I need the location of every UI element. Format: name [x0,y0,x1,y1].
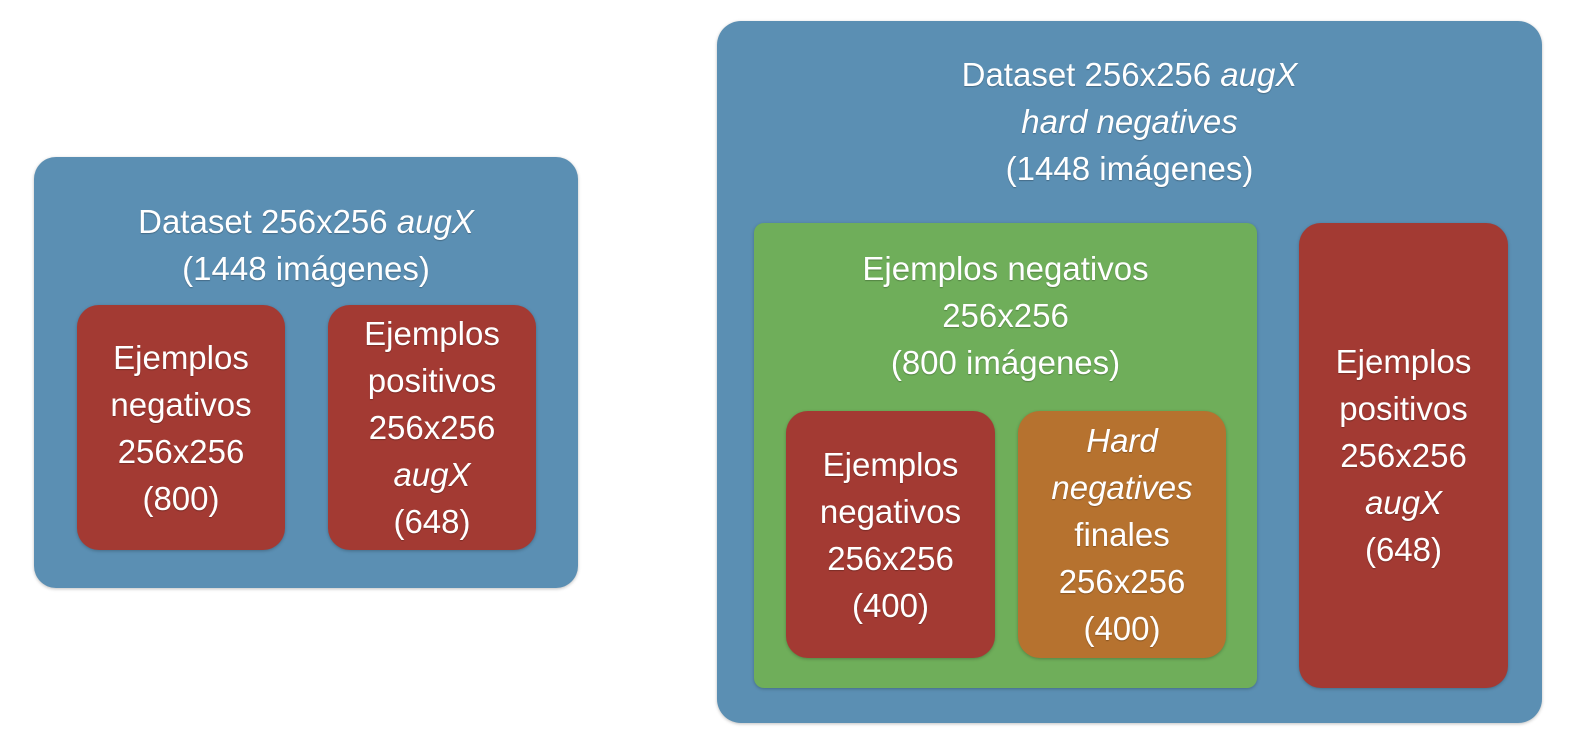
right-negatives-box: Ejemplos negativos 256x256 (400) [786,411,995,658]
right-negatives-group-line2: 256x256 [942,297,1069,334]
left-positives-box: Ejemplos positivos 256x256 augX (648) [328,305,536,550]
right-dataset-title-hard-negatives: hard negatives [1021,103,1238,140]
left-dataset-count: (1448 imágenes) [182,250,430,287]
left-positives-line2: positivos [367,362,497,399]
right-positives-box: Ejemplos positivos 256x256 augX (648) [1299,223,1508,688]
hard-negatives-line2: negatives [1051,469,1193,506]
right-positives-line2: positivos [1339,390,1468,427]
right-positives-line5: (648) [1364,531,1443,568]
left-negatives-line2: negativos [110,385,252,423]
hard-negatives-line3: finales [1074,516,1170,553]
right-dataset-title-prefix: Dataset 256x256 [961,56,1221,93]
right-positives-line1: Ejemplos [1335,343,1472,380]
right-negatives-line4: (400) [851,586,930,624]
right-negatives-group-line1: Ejemplos negativos [862,250,1149,287]
hard-negatives-box: Hard negatives finales 256x256 (400) [1018,411,1226,658]
hard-negatives-line5: (400) [1083,610,1161,647]
right-dataset-title: Dataset 256x256 augX hard negatives (144… [717,51,1542,192]
left-positives-line3: 256x256 [368,409,496,446]
right-positives-line3: 256x256 [1340,437,1467,474]
hard-negatives-line4: 256x256 [1058,563,1186,600]
right-dataset-title-augx: augX [1220,56,1298,93]
left-positives-line4: augX [393,456,471,493]
right-negatives-line1: Ejemplos [822,445,959,483]
left-negatives-line4: (800) [142,479,220,517]
left-negatives-line3: 256x256 [117,432,245,470]
right-dataset-count: (1448 imágenes) [1005,150,1254,187]
left-dataset-title: Dataset 256x256 augX (1448 imágenes) [34,198,578,292]
left-positives-line1: Ejemplos [364,315,500,352]
right-negatives-group-title: Ejemplos negativos 256x256 (800 imágenes… [754,245,1257,386]
right-negatives-line3: 256x256 [827,539,954,577]
left-negatives-box: Ejemplos negativos 256x256 (800) [77,305,285,550]
right-negatives-group-line3: (800 imágenes) [890,344,1121,381]
left-dataset-title-augx: augX [396,203,474,240]
left-positives-line5: (648) [393,503,471,540]
right-positives-line4: augX [1364,484,1443,521]
left-dataset-title-prefix: Dataset 256x256 [138,203,397,240]
left-negatives-line1: Ejemplos [113,338,249,376]
hard-negatives-line1: Hard [1086,422,1158,459]
right-negatives-line2: negativos [819,492,962,530]
